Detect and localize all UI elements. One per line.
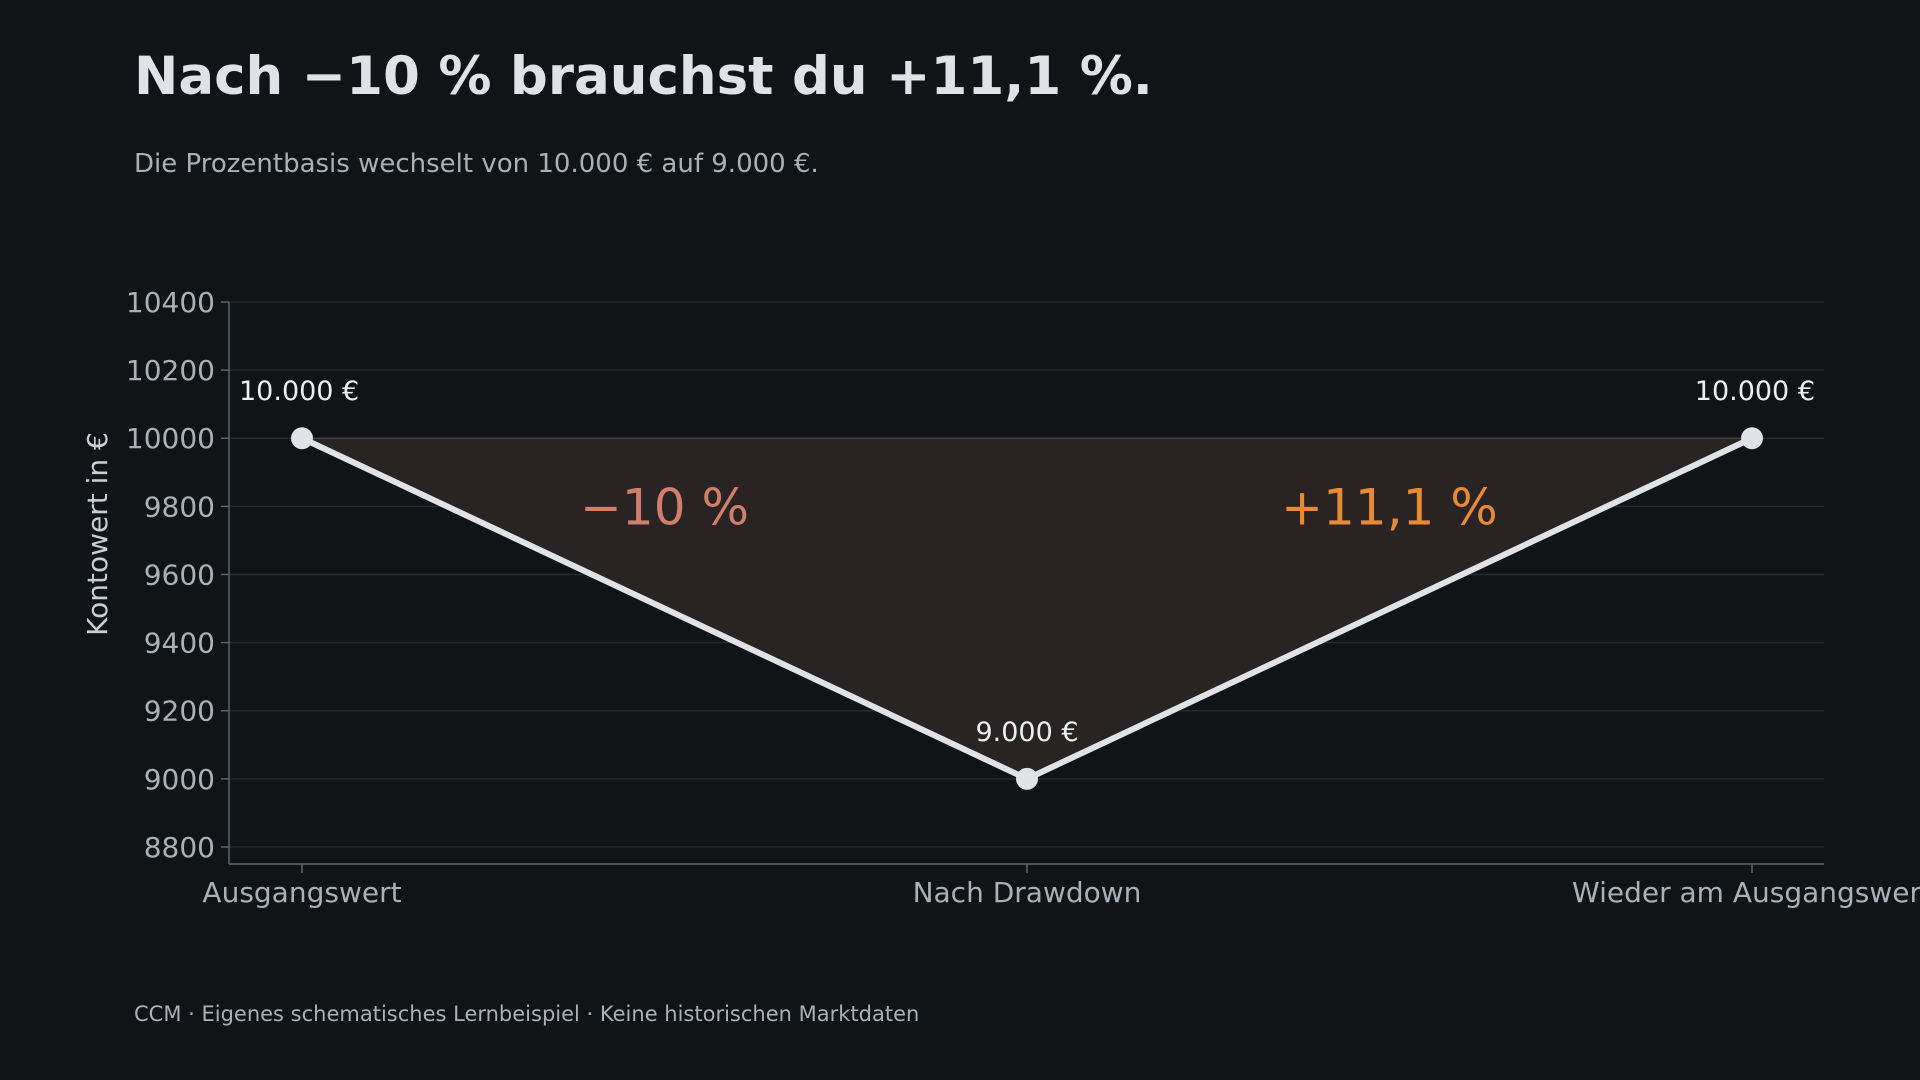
data-label: 10.000 €: [1695, 376, 1815, 407]
x-tick-label: Ausgangswert: [202, 876, 401, 909]
y-axis-label: Kontowert in €: [81, 432, 114, 636]
y-tick-label: 9800: [144, 490, 215, 523]
y-tick-label: 10000: [126, 422, 215, 455]
change-annotation: +11,1 %: [1281, 478, 1498, 536]
data-point: [1741, 427, 1763, 450]
data-label: 9.000 €: [975, 717, 1078, 748]
x-tick-label: Nach Drawdown: [913, 876, 1142, 909]
y-tick-label: 8800: [144, 831, 215, 864]
data-point: [291, 427, 313, 450]
change-annotation: −10 %: [580, 478, 749, 536]
y-tick-label: 9000: [144, 763, 215, 796]
drawdown-area: [302, 438, 1752, 779]
data-point: [1016, 767, 1038, 790]
chart-footer: CCM · Eigenes schematisches Lernbeispiel…: [134, 1002, 920, 1026]
y-tick-label: 9200: [144, 695, 215, 728]
x-tick-label: Wieder am Ausgangswert: [1572, 876, 1920, 909]
chart-subtitle: Die Prozentbasis wechselt von 10.000 € a…: [134, 149, 819, 179]
y-tick-label: 9600: [144, 558, 215, 591]
y-tick-label: 10400: [126, 286, 215, 319]
y-tick-label: 9400: [144, 627, 215, 660]
chart-title: Nach −10 % brauchst du +11,1 %.: [134, 46, 1153, 107]
y-tick-label: 10200: [126, 354, 215, 387]
data-label: 10.000 €: [239, 376, 359, 407]
